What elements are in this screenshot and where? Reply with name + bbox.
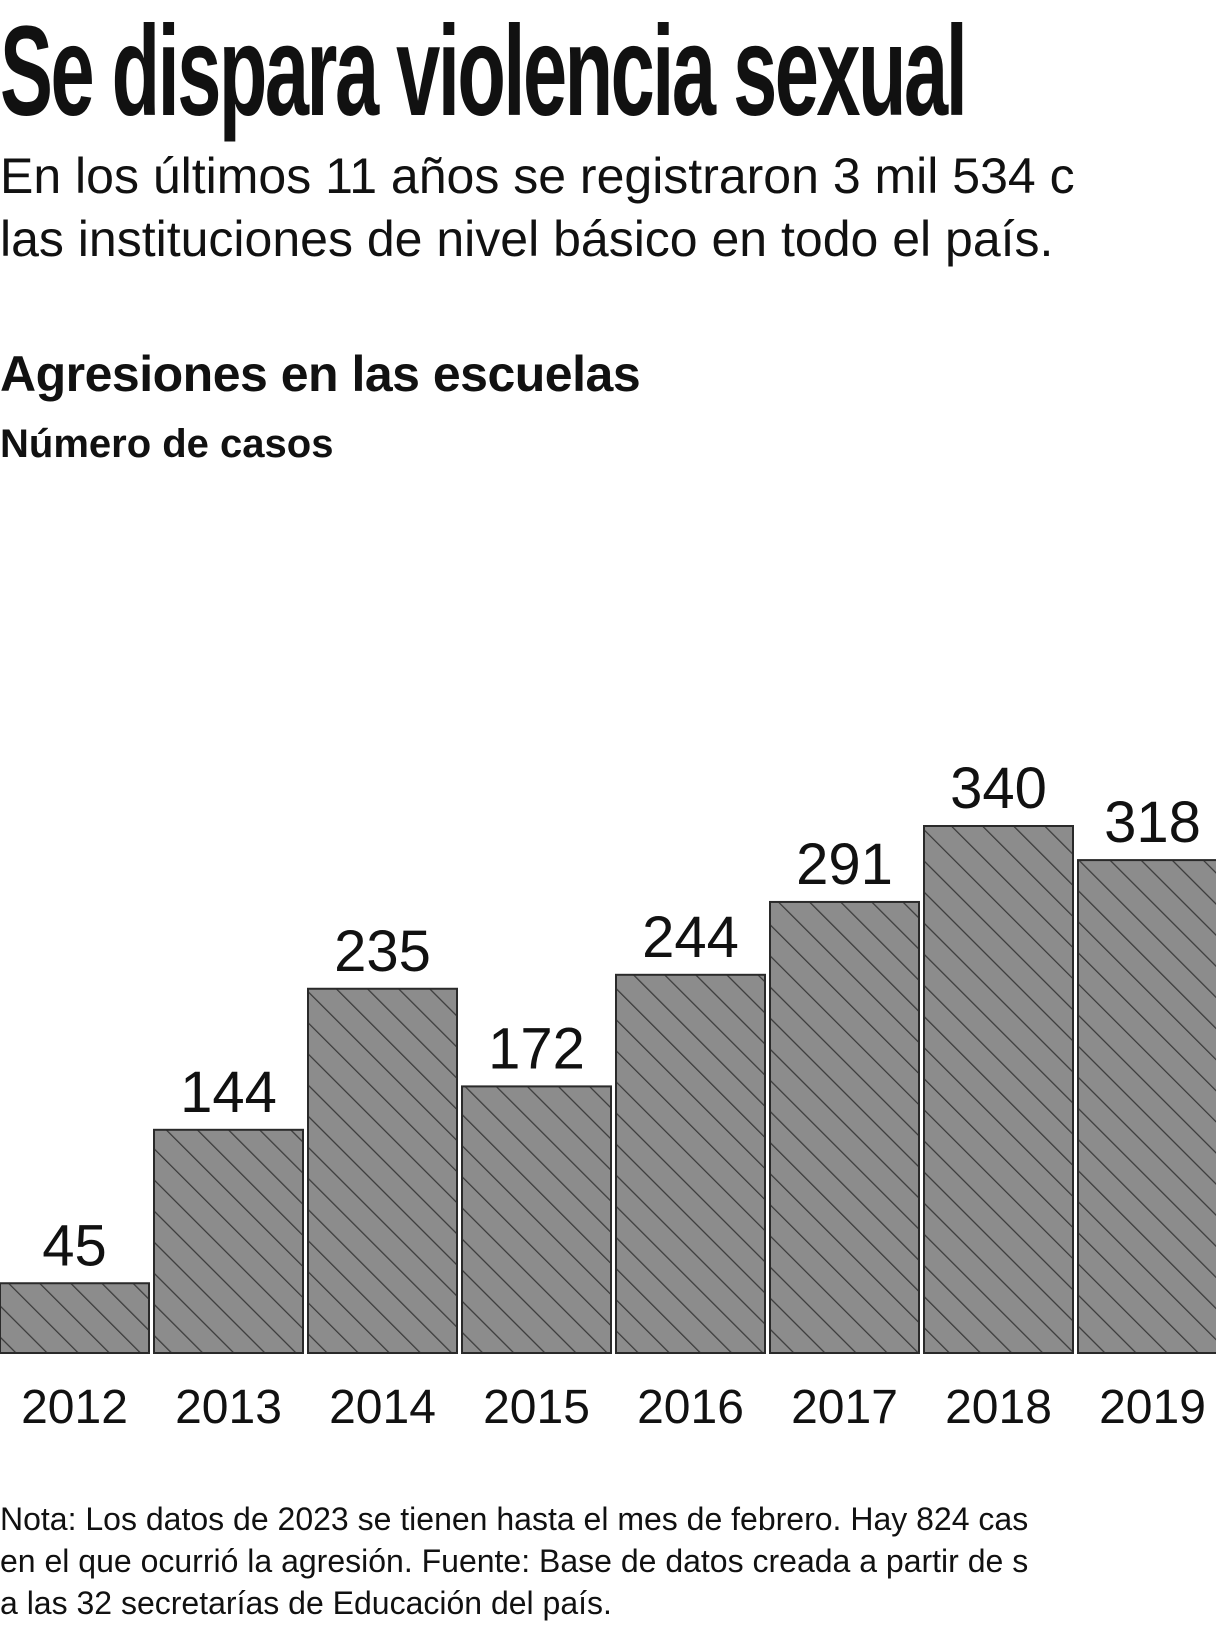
value-label-2019: 318: [1104, 790, 1201, 855]
bar-2015: [461, 1085, 612, 1355]
subtitle-line-1: En los últimos 11 años se registraron 3 …: [0, 148, 1075, 204]
chart-subtitle: Número de casos: [0, 422, 334, 466]
x-tick-label-2018: 2018: [945, 1381, 1052, 1434]
bar-2014: [307, 987, 458, 1354]
bar-chart: 45 2012 144 2013 235 2014 172 2015 244 2016 291 201…: [0, 756, 1216, 1434]
bar-2019: [1077, 859, 1216, 1354]
x-tick-label-2016: 2016: [637, 1381, 744, 1434]
value-label-2017: 291: [796, 832, 893, 897]
value-label-2015: 172: [488, 1016, 585, 1081]
x-tick-label-2013: 2013: [175, 1381, 282, 1434]
note-line-2: en el que ocurrió la agresión. Fuente: B…: [0, 1543, 1029, 1579]
note-line-1: Nota: Los datos de 2023 se tienen hasta …: [0, 1501, 1029, 1537]
bar-2012: [0, 1282, 150, 1354]
subtitle-line-2: las instituciones de nivel básico en tod…: [0, 211, 1054, 267]
bar-2013: [153, 1128, 304, 1355]
value-label-2018: 340: [950, 756, 1047, 821]
x-tick-label-2017: 2017: [791, 1381, 898, 1434]
headline: Se dispara violencia sexual: [0, 0, 968, 143]
value-label-2016: 244: [642, 905, 739, 970]
value-label-2013: 144: [180, 1060, 277, 1125]
value-label-2012: 45: [42, 1213, 107, 1278]
x-tick-label-2015: 2015: [483, 1381, 590, 1434]
bar-2017: [769, 900, 920, 1354]
note-line-3: a las 32 secretarías de Educación del pa…: [0, 1585, 612, 1621]
x-tick-label-2019: 2019: [1099, 1381, 1206, 1434]
bar-2018: [923, 825, 1074, 1354]
chart-title: Agresiones en las escuelas: [0, 346, 641, 402]
bar-2016: [615, 973, 766, 1354]
x-tick-label-2014: 2014: [329, 1381, 436, 1434]
value-label-2014: 235: [334, 919, 431, 984]
x-tick-label-2012: 2012: [21, 1381, 128, 1434]
